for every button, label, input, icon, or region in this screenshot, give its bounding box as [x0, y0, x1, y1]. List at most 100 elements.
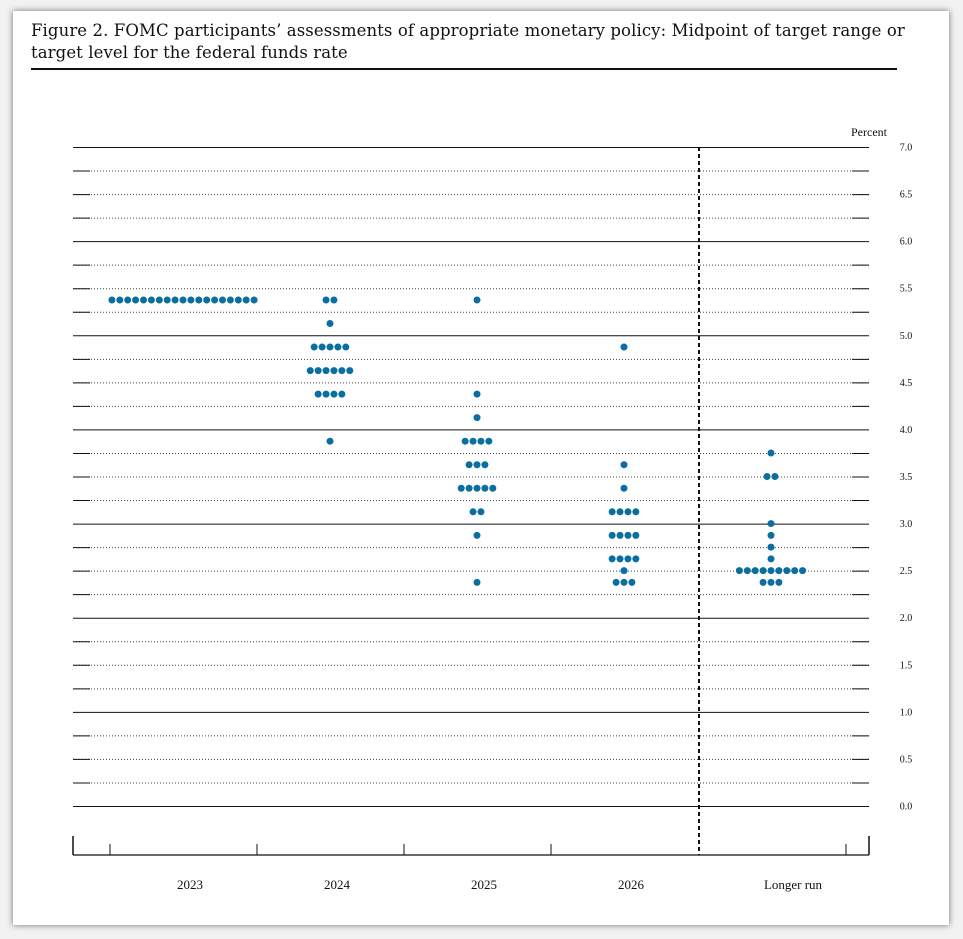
participant-dot — [473, 296, 481, 304]
participant-dot — [473, 414, 481, 422]
participant-dot — [624, 508, 632, 516]
participant-dot — [124, 296, 132, 304]
participant-dot — [465, 461, 473, 469]
y-tick-label: 3.5 — [900, 472, 913, 483]
participant-dot — [799, 567, 807, 575]
participant-dot — [326, 343, 334, 351]
participant-dot — [624, 531, 632, 539]
participant-dot — [211, 296, 219, 304]
participant-dot — [469, 508, 477, 516]
participant-dot — [322, 367, 330, 375]
participant-dot — [612, 578, 620, 586]
figure-title: Figure 2. FOMC participants’ assessments… — [31, 21, 905, 62]
y-tick-label: 3.0 — [900, 519, 913, 530]
y-tick-label: 0.5 — [900, 754, 913, 765]
participant-dot — [767, 520, 775, 528]
participant-dot — [767, 555, 775, 563]
participant-dot — [330, 367, 338, 375]
participant-dot — [132, 296, 140, 304]
participant-dot — [318, 343, 326, 351]
participant-dot — [330, 390, 338, 398]
participant-dot — [608, 531, 616, 539]
participant-dot — [250, 296, 258, 304]
participant-dot — [461, 437, 469, 445]
participant-dot — [791, 567, 799, 575]
participant-dot — [326, 437, 334, 445]
participant-dot — [616, 531, 624, 539]
axes: 7.0 6.5 6.0 5.5 5.0 4.5 4.0 3.5 3.0 2.5 2.0 1.5 1.0 0… — [72, 143, 913, 892]
participant-dot — [767, 567, 775, 575]
y-tick-label: 0.0 — [900, 802, 913, 813]
x-category-label: 2025 — [471, 877, 497, 892]
participant-dot — [334, 343, 342, 351]
participant-dot — [473, 484, 481, 492]
participant-dot — [735, 567, 743, 575]
participant-dot — [632, 531, 640, 539]
x-category-label: 2024 — [324, 877, 351, 892]
participant-dot — [346, 367, 354, 375]
y-tick-label: 5.5 — [900, 284, 913, 295]
participant-dot — [620, 461, 628, 469]
participant-dot — [763, 473, 771, 480]
participant-dot — [481, 484, 489, 492]
y-tick-label: 6.5 — [900, 190, 913, 201]
y-axis-label: Percent — [851, 125, 888, 139]
y-tick-label: 7.0 — [900, 143, 913, 154]
participant-dot — [485, 437, 493, 445]
participant-dot — [322, 296, 330, 304]
participant-dot — [314, 390, 322, 398]
participant-dot — [616, 508, 624, 516]
participant-dot — [473, 390, 481, 398]
participant-dot — [116, 296, 124, 304]
y-tick-label: 1.0 — [900, 707, 913, 718]
x-category-label: 2026 — [618, 877, 645, 892]
participant-dot — [620, 484, 628, 492]
dots — [108, 296, 807, 586]
participant-dot — [342, 343, 350, 351]
x-category-label: 2023 — [177, 877, 203, 892]
y-tick-label: 6.0 — [900, 237, 913, 248]
participant-dot — [203, 296, 211, 304]
participant-dot — [155, 296, 163, 304]
participant-dot — [473, 578, 481, 586]
participant-dot — [620, 343, 628, 351]
participant-dot — [751, 567, 759, 575]
participant-dot — [775, 578, 783, 586]
participant-dot — [473, 461, 481, 469]
participant-dot — [187, 296, 195, 304]
participant-dot — [322, 390, 330, 398]
y-tick-label: 2.0 — [900, 613, 913, 624]
y-tick-label: 4.0 — [900, 425, 913, 436]
participant-dot — [477, 508, 485, 516]
participant-dot — [620, 578, 628, 586]
participant-dot — [326, 320, 334, 328]
participant-dot — [469, 437, 477, 445]
participant-dot — [147, 296, 155, 304]
participant-dot — [338, 390, 346, 398]
participant-dot — [628, 578, 636, 586]
figure-frame — [13, 11, 949, 925]
participant-dot — [743, 567, 751, 575]
participant-dot — [620, 567, 628, 575]
participant-dot — [759, 567, 767, 575]
y-tick-label: 1.5 — [900, 660, 913, 671]
participant-dot — [473, 531, 481, 539]
y-tick-label: 2.5 — [900, 566, 913, 577]
y-tick-label: 5.0 — [900, 331, 913, 342]
participant-dot — [632, 508, 640, 516]
participant-dot — [310, 343, 318, 351]
participant-dot — [489, 484, 497, 492]
participant-dot — [624, 555, 632, 563]
participant-dot — [140, 296, 147, 304]
participant-dot — [783, 567, 791, 575]
participant-dot — [632, 555, 640, 563]
participant-dot — [767, 449, 775, 457]
participant-dot — [481, 461, 489, 469]
participant-dot — [330, 296, 338, 304]
participant-dot — [608, 555, 616, 563]
participant-dot — [457, 484, 465, 492]
participant-dot — [226, 296, 234, 304]
participant-dot — [767, 543, 775, 551]
y-tick-label: 4.5 — [900, 378, 913, 389]
